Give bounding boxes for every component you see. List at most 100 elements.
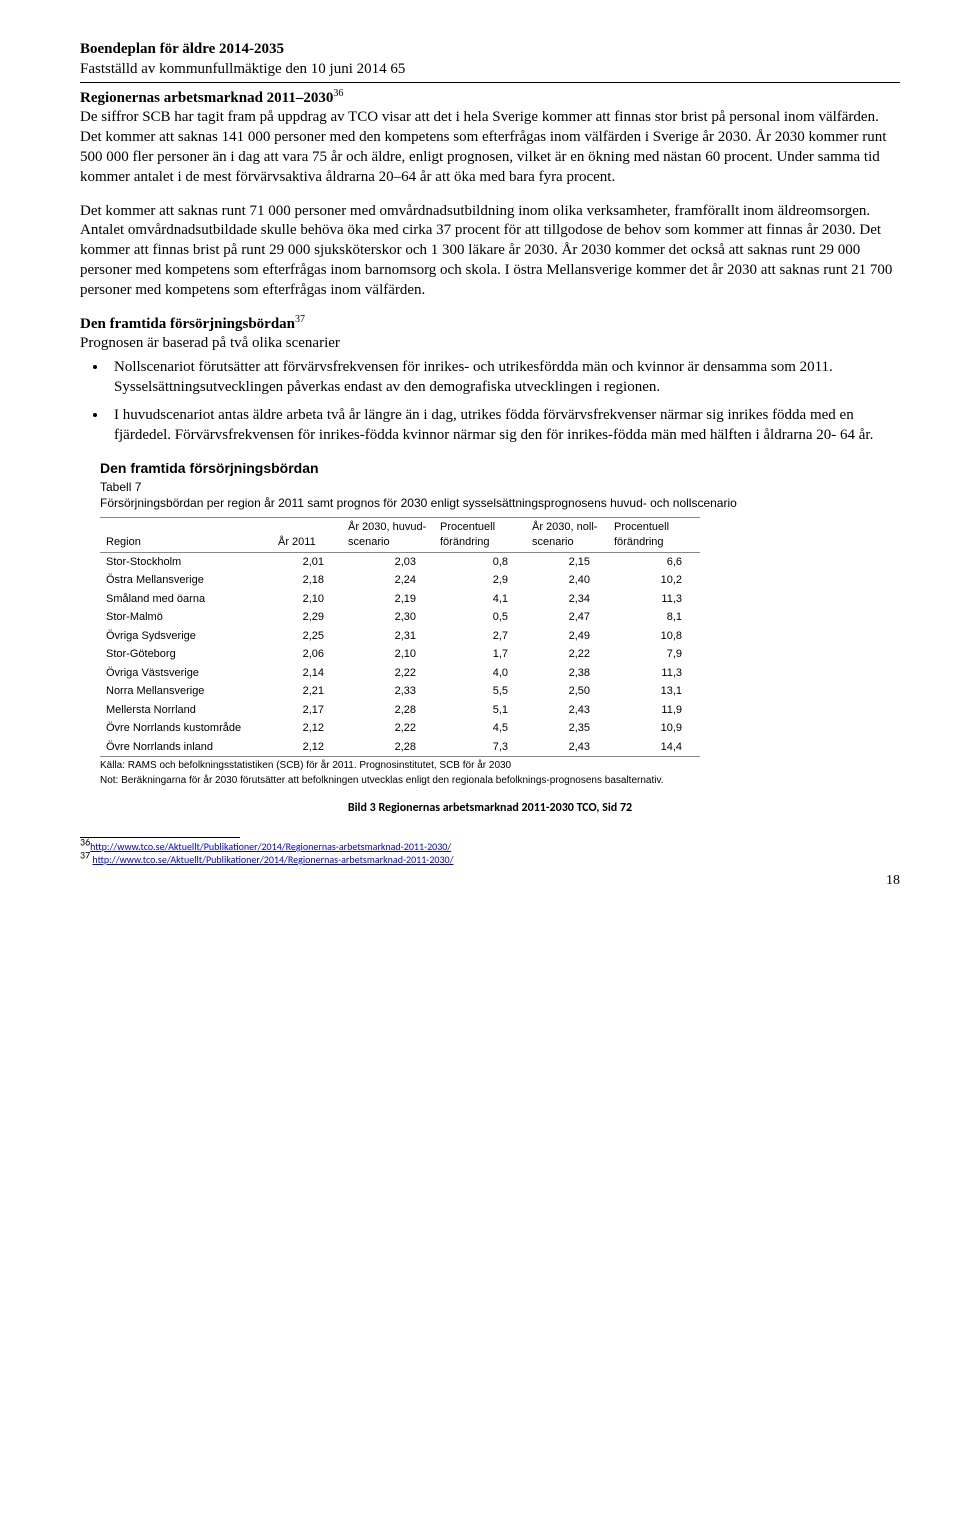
cell-value: 8,1	[608, 608, 700, 627]
cell-value: 2,28	[342, 738, 434, 757]
header-divider	[80, 82, 900, 83]
section2-block: Den framtida försörjningsbördan37 Progno…	[80, 315, 900, 355]
cell-value: 1,7	[434, 645, 526, 664]
table-row: Stor-Stockholm2,012,030,82,156,6	[100, 552, 700, 571]
cell-value: 2,49	[526, 627, 608, 646]
table-row: Övriga Västsverige2,142,224,02,3811,3	[100, 664, 700, 683]
footnotes: 36http://www.tco.se/Aktuellt/Publikation…	[80, 840, 900, 866]
footnote-separator	[80, 837, 240, 838]
col-2011: År 2011	[272, 518, 342, 552]
cell-value: 4,0	[434, 664, 526, 683]
cell-value: 14,4	[608, 738, 700, 757]
cell-value: 2,22	[526, 645, 608, 664]
cell-value: 2,15	[526, 552, 608, 571]
cell-value: 11,3	[608, 590, 700, 609]
col-region: Region	[100, 518, 272, 552]
cell-value: 2,43	[526, 738, 608, 757]
cell-region: Stor-Stockholm	[100, 552, 272, 571]
cell-value: 2,22	[342, 719, 434, 738]
cell-value: 10,2	[608, 571, 700, 590]
col-pct2: Procentuell förändring	[608, 518, 700, 552]
cell-region: Norra Mellansverige	[100, 682, 272, 701]
table-block: Den framtida försörjningsbördan Tabell 7…	[100, 459, 900, 787]
cell-value: 2,24	[342, 571, 434, 590]
footnote-37: 37 http://www.tco.se/Aktuellt/Publikatio…	[80, 853, 900, 866]
cell-value: 13,1	[608, 682, 700, 701]
cell-value: 2,10	[272, 590, 342, 609]
cell-region: Stor-Göteborg	[100, 645, 272, 664]
cell-value: 2,12	[272, 738, 342, 757]
cell-region: Övre Norrlands inland	[100, 738, 272, 757]
cell-value: 2,33	[342, 682, 434, 701]
col-2030-huvud: År 2030, huvud-scenario	[342, 518, 434, 552]
cell-value: 2,17	[272, 701, 342, 720]
section1-para1: De siffror SCB har tagit fram på uppdrag…	[80, 109, 886, 184]
footnote-ref-36: 36	[333, 88, 343, 99]
footnote-link-36[interactable]: http://www.tco.se/Aktuellt/Publikationer…	[90, 840, 451, 853]
cell-value: 2,35	[526, 719, 608, 738]
cell-region: Stor-Malmö	[100, 608, 272, 627]
col-pct1: Procentuell förändring	[434, 518, 526, 552]
cell-region: Östra Mellansverige	[100, 571, 272, 590]
cell-region: Mellersta Norrland	[100, 701, 272, 720]
doc-subtitle: Fastställd av kommunfullmäktige den 10 j…	[80, 60, 900, 80]
cell-value: 5,5	[434, 682, 526, 701]
list-item: I huvudscenariot antas äldre arbeta två …	[108, 406, 900, 446]
cell-value: 10,8	[608, 627, 700, 646]
cell-value: 2,29	[272, 608, 342, 627]
table-note: Not: Beräkningarna för år 2030 förutsätt…	[100, 774, 900, 787]
page-number: 18	[80, 872, 900, 890]
cell-region: Övriga Västsverige	[100, 664, 272, 683]
cell-value: 2,47	[526, 608, 608, 627]
section1-heading: Regionernas arbetsmarknad 2011–2030	[80, 90, 333, 106]
cell-region: Övriga Sydsverige	[100, 627, 272, 646]
cell-region: Övre Norrlands kustområde	[100, 719, 272, 738]
cell-value: 2,19	[342, 590, 434, 609]
footnote-num: 36	[80, 836, 90, 849]
cell-value: 2,40	[526, 571, 608, 590]
cell-value: 2,34	[526, 590, 608, 609]
figure-caption: Bild 3 Regionernas arbetsmarknad 2011-20…	[80, 801, 900, 817]
table-subtitle-1: Tabell 7	[100, 480, 900, 496]
cell-value: 7,9	[608, 645, 700, 664]
cell-value: 2,14	[272, 664, 342, 683]
footnote-link-37[interactable]: http://www.tco.se/Aktuellt/Publikationer…	[92, 853, 453, 866]
cell-value: 2,30	[342, 608, 434, 627]
cell-value: 11,3	[608, 664, 700, 683]
scenario-list: Nollscenariot förutsätter att förvärvsfr…	[108, 358, 900, 445]
cell-value: 6,6	[608, 552, 700, 571]
section1-block: Regionernas arbetsmarknad 2011–203036 De…	[80, 89, 900, 188]
cell-value: 2,7	[434, 627, 526, 646]
table-row: Norra Mellansverige2,212,335,52,5013,1	[100, 682, 700, 701]
cell-value: 2,43	[526, 701, 608, 720]
footnote-ref-37: 37	[295, 314, 305, 325]
footnote-36: 36http://www.tco.se/Aktuellt/Publikation…	[80, 840, 900, 853]
cell-value: 2,06	[272, 645, 342, 664]
cell-value: 2,9	[434, 571, 526, 590]
footnote-num: 37	[80, 849, 90, 862]
cell-value: 7,3	[434, 738, 526, 757]
section1-para2: Det kommer att saknas runt 71 000 person…	[80, 202, 900, 301]
cell-value: 2,22	[342, 664, 434, 683]
table-row: Östra Mellansverige2,182,242,92,4010,2	[100, 571, 700, 590]
cell-value: 2,12	[272, 719, 342, 738]
col-2030-noll: År 2030, noll-scenario	[526, 518, 608, 552]
cell-value: 2,50	[526, 682, 608, 701]
table-row: Övre Norrlands inland2,122,287,32,4314,4	[100, 738, 700, 757]
cell-value: 4,5	[434, 719, 526, 738]
data-table: Region År 2011 År 2030, huvud-scenario P…	[100, 517, 700, 757]
cell-value: 2,21	[272, 682, 342, 701]
doc-title: Boendeplan för äldre 2014-2035	[80, 40, 900, 60]
cell-value: 2,31	[342, 627, 434, 646]
table-row: Stor-Göteborg2,062,101,72,227,9	[100, 645, 700, 664]
table-row: Övre Norrlands kustområde2,122,224,52,35…	[100, 719, 700, 738]
cell-region: Småland med öarna	[100, 590, 272, 609]
cell-value: 2,01	[272, 552, 342, 571]
table-row: Mellersta Norrland2,172,285,12,4311,9	[100, 701, 700, 720]
cell-value: 0,5	[434, 608, 526, 627]
cell-value: 2,25	[272, 627, 342, 646]
table-row: Stor-Malmö2,292,300,52,478,1	[100, 608, 700, 627]
cell-value: 10,9	[608, 719, 700, 738]
section2-intro: Prognosen är baserad på två olika scenar…	[80, 335, 340, 351]
table-header-row: Region År 2011 År 2030, huvud-scenario P…	[100, 518, 700, 552]
